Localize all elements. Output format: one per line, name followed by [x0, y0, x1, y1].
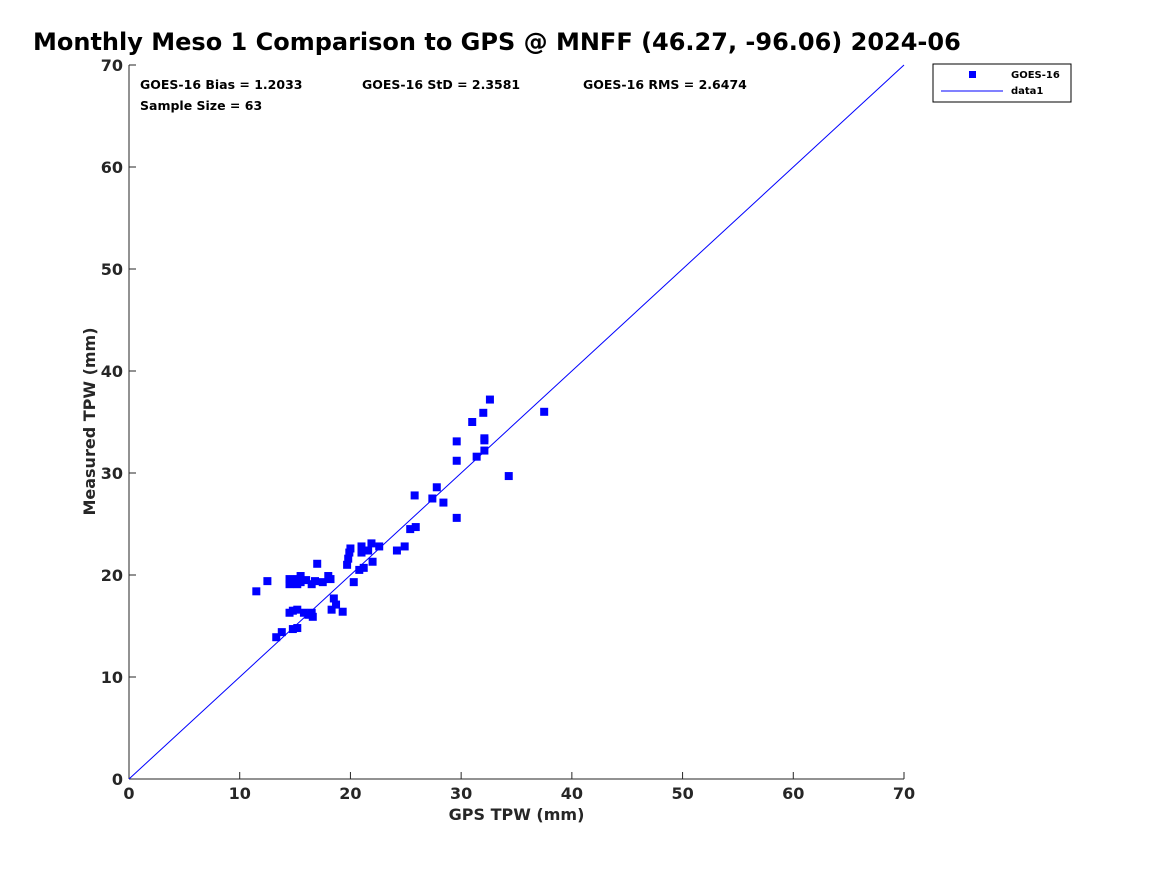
x-tick-label: 0: [123, 784, 134, 803]
data-point: [343, 560, 352, 569]
data-point: [411, 523, 420, 532]
y-tick-label: 50: [101, 260, 123, 279]
data-point: [359, 563, 368, 572]
y-tick-label: 60: [101, 158, 123, 177]
data-point: [349, 578, 358, 587]
data-point: [480, 446, 489, 455]
data-point: [452, 437, 461, 446]
x-tick-label: 70: [893, 784, 915, 803]
x-tick-label: 30: [450, 784, 472, 803]
data-point: [472, 452, 481, 461]
data-point: [263, 577, 272, 586]
data-point: [311, 577, 319, 586]
data-point: [346, 544, 355, 553]
data-point: [285, 580, 294, 589]
data-point: [479, 408, 488, 417]
data-point: [338, 607, 347, 616]
data-point: [296, 578, 305, 587]
rms-stat: GOES-16 RMS = 2.6474: [583, 77, 747, 92]
chart-title: Monthly Meso 1 Comparison to GPS @ MNFF …: [33, 28, 961, 56]
data-point: [293, 605, 302, 614]
data-point: [308, 612, 317, 621]
y-tick-label: 70: [101, 56, 123, 75]
data-point: [357, 542, 366, 551]
y-tick-label: 10: [101, 668, 123, 687]
data-point: [285, 575, 294, 584]
legend-box: [932, 63, 1072, 103]
data-point: [288, 606, 297, 615]
data-point: [329, 594, 338, 603]
data-point: [296, 572, 305, 581]
data-point: [272, 633, 281, 642]
data-point: [293, 624, 302, 633]
data-point: [357, 548, 366, 557]
data-point: [439, 498, 448, 507]
y-tick-label: 20: [101, 566, 123, 585]
y-axis-label: Measured TPW (mm): [80, 327, 99, 515]
data-point: [432, 483, 441, 492]
data-point: [452, 456, 461, 465]
data-point: [318, 578, 327, 587]
data-point: [367, 539, 376, 548]
x-tick-label: 40: [561, 784, 583, 803]
data-point: [313, 559, 322, 568]
data-point: [327, 605, 336, 614]
data-point: [406, 525, 415, 534]
data-point: [332, 600, 341, 609]
data-point: [355, 565, 364, 574]
data-point: [410, 491, 419, 500]
y-tick-label: 30: [101, 464, 123, 483]
axes-layer: 0 10 20 30 40 50 60 70 0 10 20 30 40 50 60 70: [101, 56, 915, 803]
points-layer: [252, 395, 549, 642]
data-point: [452, 513, 461, 522]
x-tick-label: 60: [782, 784, 804, 803]
data-point: [288, 625, 297, 634]
identity-line: [128, 64, 905, 780]
data-point: [540, 407, 549, 416]
bias-stat: GOES-16 Bias = 1.2033: [140, 77, 302, 92]
data-point: [392, 546, 401, 555]
y-tick-label: 0: [112, 770, 123, 789]
data-point: [400, 542, 409, 551]
data-point: [302, 576, 311, 585]
x-axis-label: GPS TPW (mm): [449, 805, 585, 824]
data-point: [344, 554, 353, 563]
data-point: [368, 557, 377, 566]
legend-label-goes16: GOES-16: [1011, 70, 1060, 81]
x-tick-label: 10: [229, 784, 251, 803]
data-point: [364, 546, 373, 555]
legend-label-data1: data1: [1011, 86, 1043, 97]
data-point: [307, 608, 316, 617]
legend: GOES-16 data1: [932, 63, 1072, 103]
data-point: [480, 436, 489, 445]
data-point: [326, 575, 335, 584]
y-tick-label: 40: [101, 362, 123, 381]
reference-line-layer: [128, 64, 905, 780]
data-point: [299, 608, 308, 617]
stats-annotations: GOES-16 Bias = 1.2033 GOES-16 StD = 2.35…: [140, 77, 747, 113]
sample-size-stat: Sample Size = 63: [140, 98, 262, 113]
x-tick-label: 20: [339, 784, 361, 803]
legend-marker-square: [969, 71, 976, 78]
data-point: [252, 587, 261, 596]
x-tick-label: 50: [671, 784, 693, 803]
data-point: [428, 494, 437, 503]
data-point: [504, 472, 513, 481]
data-point: [345, 548, 354, 557]
data-point: [468, 418, 477, 426]
data-point: [277, 628, 286, 637]
data-point: [485, 395, 494, 404]
std-stat: GOES-16 StD = 2.3581: [362, 77, 520, 92]
data-point: [375, 542, 384, 551]
